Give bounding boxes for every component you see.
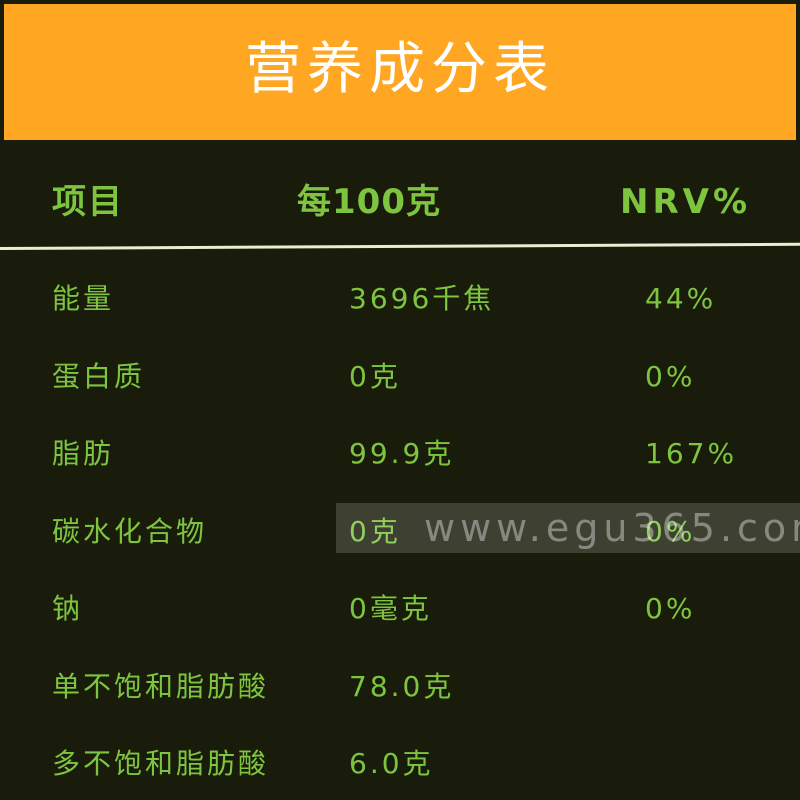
nutrient-name: 脂肪 <box>52 437 115 470</box>
table-row: 蛋白质 0克 0% <box>0 338 800 416</box>
header-divider <box>0 242 800 250</box>
nutrient-name: 多不饱和脂肪酸 <box>52 747 270 780</box>
nutrient-name: 碳水化合物 <box>52 514 208 548</box>
watermark: www.egu365.com <box>336 503 800 553</box>
table-row: 能量 3696千焦 44% <box>0 260 800 338</box>
header-row: 项目 每100克 NRV% <box>0 170 800 234</box>
nutrient-per100g: 3696千焦 <box>349 282 495 315</box>
nutrient-nrv: 0% <box>645 359 696 393</box>
nutrient-per100g: 78.0克 <box>349 669 455 703</box>
nutrient-per100g: 0毫克 <box>349 592 432 625</box>
table-title: 营养成分表 <box>245 37 555 102</box>
table-row: 单不饱和脂肪酸 78.0克 <box>0 648 800 726</box>
nutrient-nrv: 167% <box>645 437 738 470</box>
nutrient-name: 能量 <box>52 282 115 315</box>
table-row: 钠 0毫克 0% <box>0 570 800 648</box>
title-bar: 营养成分表 <box>4 4 796 140</box>
table-row: 多不饱和脂肪酸 6.0克 <box>0 725 800 800</box>
header-item: 项目 <box>52 182 124 222</box>
nutrient-per100g: 0克 <box>349 359 401 393</box>
nutrient-rows: 能量 3696千焦 44% 蛋白质 0克 0% 脂肪 99.9克 167% 碳水… <box>0 260 800 800</box>
header-nrv: NRV% <box>620 182 752 222</box>
nutrient-per100g: 99.9克 <box>349 437 455 470</box>
nutrient-per100g: 6.0克 <box>349 747 434 780</box>
nutrient-nrv: 0% <box>645 514 696 548</box>
nutrient-name: 单不饱和脂肪酸 <box>52 669 270 703</box>
nutrient-name: 钠 <box>52 592 84 625</box>
header-per100g: 每100克 <box>297 182 441 222</box>
nutrient-nrv: 0% <box>645 592 696 625</box>
table-row: 碳水化合物 0克 0% <box>0 493 800 571</box>
nutrient-per100g: 0克 <box>349 514 401 548</box>
nutrient-name: 蛋白质 <box>52 359 146 393</box>
table-row: 脂肪 99.9克 167% <box>0 415 800 493</box>
nutrient-nrv: 44% <box>645 282 717 315</box>
